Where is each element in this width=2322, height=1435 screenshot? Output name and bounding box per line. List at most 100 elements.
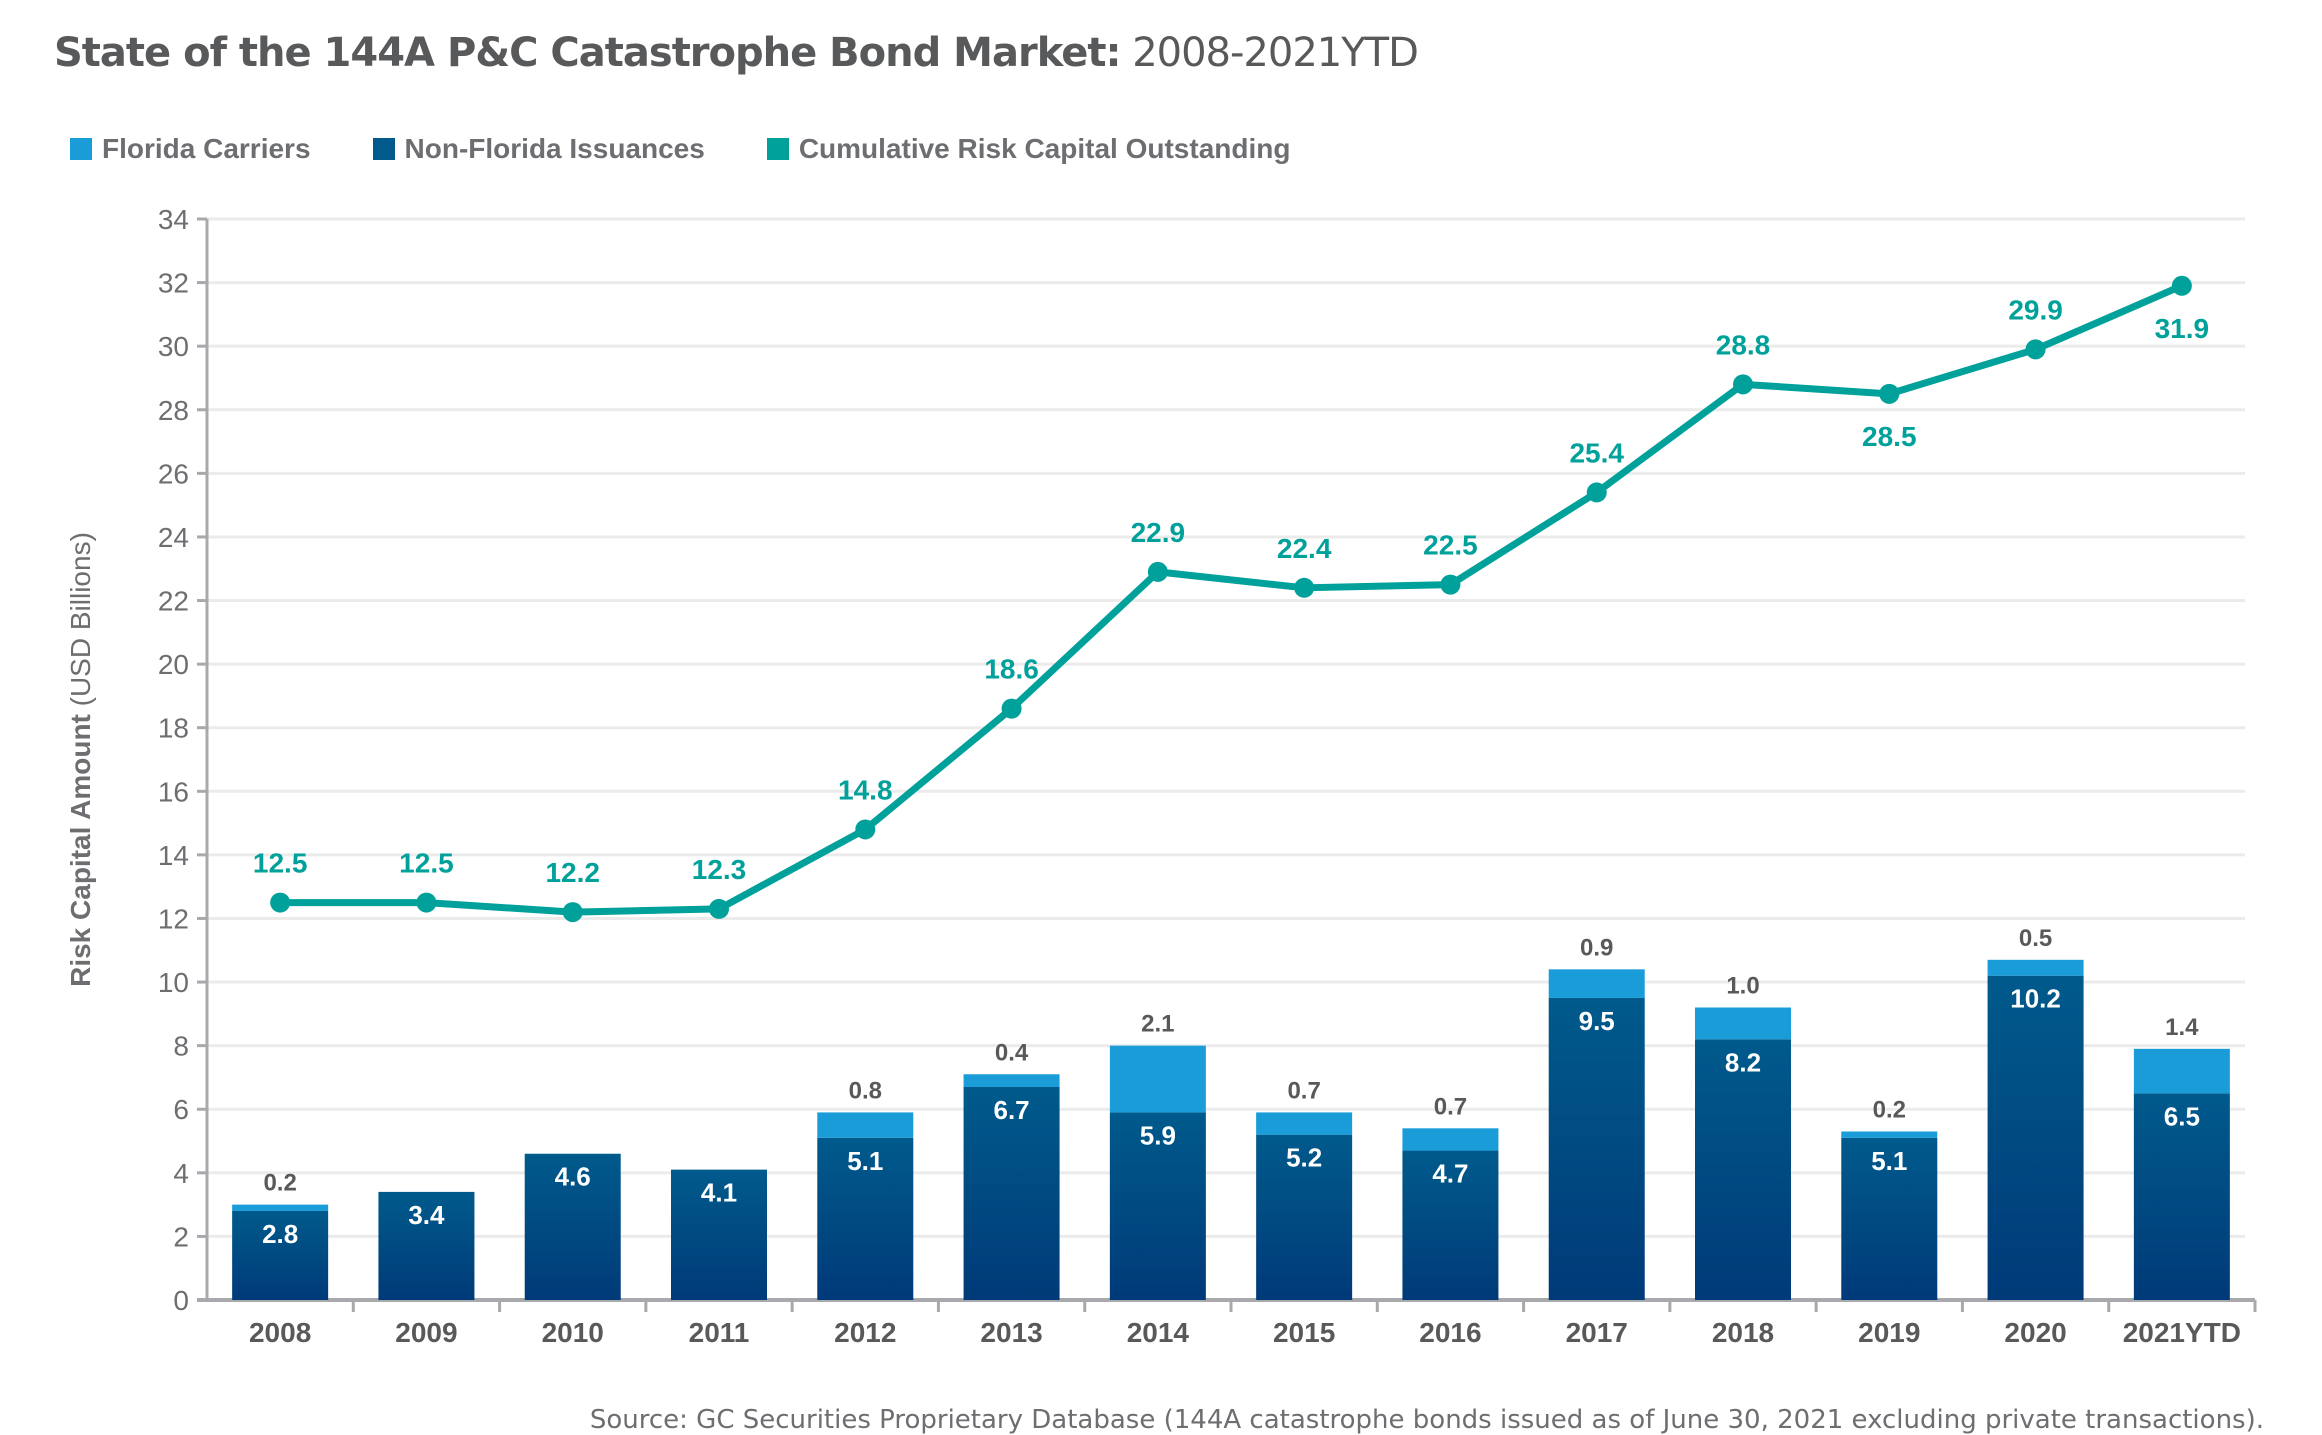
legend: Florida Carriers Non-Florida Issuances C… xyxy=(70,133,1290,165)
bar-non-florida xyxy=(1256,1134,1353,1300)
bar-label-florida: 2.1 xyxy=(1141,1011,1174,1038)
bar-non-florida xyxy=(671,1169,767,1300)
bar-label-florida: 0.8 xyxy=(849,1077,882,1104)
bar-label-florida: 0.9 xyxy=(1580,934,1613,961)
x-tick-label: 2010 xyxy=(542,1317,604,1348)
title-bold: State of the 144A P&C Catastrophe Bond M… xyxy=(54,30,1121,76)
cumulative-line xyxy=(280,282,2184,916)
x-tick-label: 2015 xyxy=(1273,1317,1335,1348)
y-tick-label: 34 xyxy=(158,204,189,235)
y-tick-label: 2 xyxy=(173,1221,189,1252)
bar-non-florida xyxy=(963,1086,1060,1300)
bar-label-non-florida: 9.5 xyxy=(1579,1006,1615,1036)
bar-label-florida: 0.5 xyxy=(2019,925,2052,952)
bar-label-non-florida: 4.1 xyxy=(701,1178,737,1208)
cumulative-label: 22.9 xyxy=(1131,517,1186,548)
x-tick-label: 2009 xyxy=(395,1317,457,1348)
cumulative-label: 29.9 xyxy=(2008,294,2063,325)
bar-label-non-florida: 5.1 xyxy=(847,1146,883,1176)
y-tick-label: 26 xyxy=(158,458,189,489)
y-tick-label: 22 xyxy=(158,586,189,617)
y-tick-label: 14 xyxy=(158,840,189,871)
title-rest: 2008-2021YTD xyxy=(1120,30,1419,76)
bar-florida xyxy=(1987,959,2084,976)
bar-non-florida xyxy=(1695,1039,1791,1300)
y-axis-label-unit: (USD Billions) xyxy=(65,532,96,706)
bar-non-florida xyxy=(232,1210,329,1300)
x-tick-label: 2012 xyxy=(834,1317,896,1348)
cumulative-label: 25.4 xyxy=(1569,437,1624,468)
x-tick-label: 2018 xyxy=(1712,1317,1774,1348)
bar-label-non-florida: 6.5 xyxy=(2164,1101,2200,1131)
y-tick-label: 8 xyxy=(173,1031,189,1062)
bar-label-non-florida: 8.2 xyxy=(1725,1047,1761,1077)
x-tick-label: 2021YTD xyxy=(2123,1317,2241,1348)
bar-label-non-florida: 4.7 xyxy=(1432,1159,1468,1189)
bar-florida xyxy=(1548,969,1645,998)
y-axis-label: Risk Capital Amount (USD Billions) xyxy=(65,532,96,987)
cumulative-point xyxy=(1733,374,1753,395)
cumulative-label: 22.5 xyxy=(1423,530,1478,561)
bar-florida xyxy=(1256,1112,1353,1135)
y-tick-label: 0 xyxy=(173,1285,189,1316)
bar-florida xyxy=(1841,1131,1938,1138)
cumulative-point xyxy=(709,898,729,919)
y-tick-label: 10 xyxy=(158,967,189,998)
legend-item-cumulative: Cumulative Risk Capital Outstanding xyxy=(766,133,1291,165)
bar-florida xyxy=(1695,1007,1791,1040)
cumulative-point xyxy=(2025,339,2046,360)
y-tick-label: 18 xyxy=(158,713,189,744)
x-tick-label: 2017 xyxy=(1566,1317,1628,1348)
x-tick-label: 2011 xyxy=(689,1317,750,1348)
y-tick-label: 20 xyxy=(158,649,189,680)
bar-florida xyxy=(232,1204,329,1211)
x-tick-label: 2008 xyxy=(249,1317,311,1348)
x-tick-label: 2013 xyxy=(980,1317,1042,1348)
bar-florida xyxy=(1109,1045,1206,1113)
bar-florida xyxy=(1402,1128,1499,1151)
bar-florida xyxy=(2133,1048,2230,1094)
x-tick-label: 2019 xyxy=(1858,1317,1920,1348)
legend-item-florida: Florida Carriers xyxy=(70,133,311,165)
bar-non-florida xyxy=(524,1153,621,1300)
bar-florida xyxy=(963,1074,1060,1087)
bar-label-non-florida: 10.2 xyxy=(2010,984,2061,1014)
cumulative-point xyxy=(1294,577,1315,598)
bar-label-non-florida: 5.9 xyxy=(1140,1120,1176,1150)
source-note: Source: GC Securities Proprietary Databa… xyxy=(589,1405,2264,1435)
legend-swatch xyxy=(70,138,92,160)
y-tick-label: 4 xyxy=(173,1158,189,1189)
bar-non-florida xyxy=(817,1137,914,1300)
bar-label-non-florida: 5.2 xyxy=(1286,1143,1322,1173)
bar-non-florida xyxy=(1402,1150,1499,1300)
y-tick-label: 16 xyxy=(158,776,189,807)
bar-label-non-florida: 3.4 xyxy=(408,1200,445,1230)
cumulative-point xyxy=(1147,561,1168,582)
y-tick-label: 24 xyxy=(158,522,189,553)
bar-label-florida: 0.4 xyxy=(995,1039,1029,1066)
bar-label-non-florida: 5.1 xyxy=(1871,1146,1907,1176)
legend-label: Florida Carriers xyxy=(102,133,311,164)
bar-non-florida xyxy=(378,1191,475,1300)
bar-label-florida: 0.7 xyxy=(1434,1093,1467,1120)
y-tick-label: 30 xyxy=(158,331,189,362)
cumulative-label: 12.5 xyxy=(399,848,454,879)
cumulative-label: 12.2 xyxy=(545,857,600,888)
legend-swatch xyxy=(766,138,789,160)
bar-label-non-florida: 4.6 xyxy=(555,1162,591,1192)
cumulative-point xyxy=(270,892,291,913)
legend-label: Cumulative Risk Capital Outstanding xyxy=(798,133,1291,164)
cumulative-point xyxy=(2171,275,2192,296)
cumulative-point xyxy=(1879,383,1900,404)
bar-label-florida: 1.4 xyxy=(2165,1014,2199,1041)
y-tick-label: 32 xyxy=(158,268,189,299)
legend-item-non-florida: Non-Florida Issuances xyxy=(372,133,705,165)
bar-label-florida: 0.7 xyxy=(1287,1077,1320,1104)
cumulative-label: 12.3 xyxy=(692,854,747,885)
cumulative-point xyxy=(1440,574,1461,595)
bar-florida xyxy=(817,1112,914,1138)
x-tick-label: 2014 xyxy=(1127,1317,1190,1348)
cumulative-label: 22.4 xyxy=(1277,533,1332,564)
bar-label-florida: 1.0 xyxy=(1726,972,1759,999)
cumulative-point xyxy=(562,902,583,923)
